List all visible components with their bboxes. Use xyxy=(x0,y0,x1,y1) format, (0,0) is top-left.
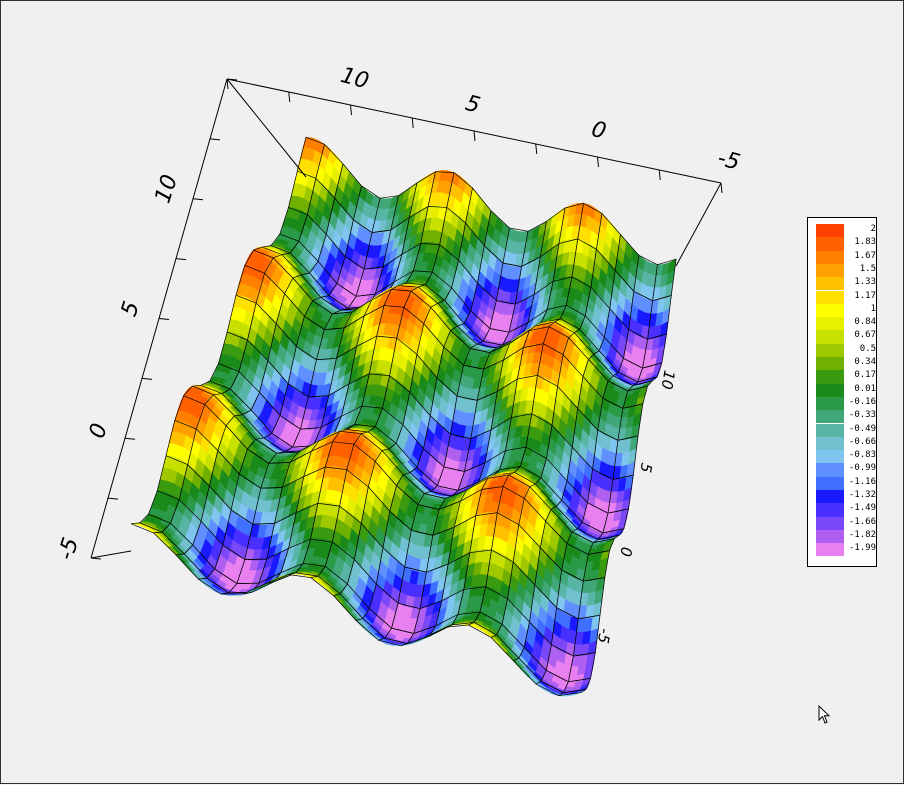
legend-swatch xyxy=(816,503,844,516)
tick-mark xyxy=(125,438,135,439)
legend-swatch xyxy=(816,237,844,250)
z-tick-label: -5 xyxy=(594,627,614,645)
legend-label: 1 xyxy=(871,304,876,315)
tick-mark xyxy=(142,378,152,379)
legend-swatch xyxy=(816,251,844,264)
legend-label: 0.5 xyxy=(860,344,876,355)
x-tick-label: 0 xyxy=(589,117,609,145)
z-tick-label: 0 xyxy=(616,546,635,559)
legend-label: -1.16 xyxy=(849,477,876,488)
legend-label: -1.66 xyxy=(849,517,876,528)
legend-swatch xyxy=(816,477,844,490)
legend-swatch xyxy=(816,330,844,343)
legend-swatch xyxy=(816,530,844,543)
tick-mark xyxy=(210,139,220,140)
legend-label: 0.34 xyxy=(854,357,876,368)
legend-swatch xyxy=(816,437,844,450)
tick-mark xyxy=(598,157,599,167)
legend-label: 1.67 xyxy=(854,251,876,262)
legend-swatch xyxy=(816,344,844,357)
tick-mark xyxy=(176,259,186,260)
legend-label: 0.67 xyxy=(854,330,876,341)
legend-swatch xyxy=(816,370,844,383)
y-tick-label: 5 xyxy=(117,298,145,319)
legend-label: 0.84 xyxy=(854,317,876,328)
x-tick-label: -5 xyxy=(715,146,743,176)
x-tick-label: 5 xyxy=(463,91,483,119)
tick-mark xyxy=(536,144,537,154)
legend-swatch xyxy=(816,450,844,463)
legend-label: 0.01 xyxy=(854,384,876,395)
legend-swatch xyxy=(816,384,844,397)
legend-swatch xyxy=(816,463,844,476)
legend-label: -1.49 xyxy=(849,503,876,514)
tick-mark xyxy=(289,92,290,102)
legend-swatch xyxy=(816,224,844,237)
y-tick-label: 0 xyxy=(85,420,113,441)
legend-swatch xyxy=(816,357,844,370)
legend-label: -0.16 xyxy=(849,397,876,408)
legend-label: 1.5 xyxy=(860,264,876,275)
legend-label: 2 xyxy=(871,224,876,235)
front-edge-line xyxy=(91,551,131,558)
legend-swatch xyxy=(816,264,844,277)
legend-row: -1.99 xyxy=(816,543,878,558)
legend-label: -1.82 xyxy=(849,530,876,541)
tick-mark xyxy=(412,118,413,128)
legend-label: -0.66 xyxy=(849,437,876,448)
legend-swatch xyxy=(816,424,844,437)
legend-label: 0.17 xyxy=(854,370,876,381)
right-edge-line xyxy=(676,183,721,266)
legend-swatch xyxy=(816,277,844,290)
mouse-pointer-icon xyxy=(818,705,832,725)
legend-swatch xyxy=(816,317,844,330)
legend-label: -0.99 xyxy=(849,463,876,474)
tick-mark xyxy=(159,319,169,320)
legend-swatch xyxy=(816,304,844,317)
legend-swatch xyxy=(816,517,844,530)
legend-label: -0.83 xyxy=(849,450,876,461)
legend-swatch xyxy=(816,291,844,304)
legend-label: -0.33 xyxy=(849,410,876,421)
tick-mark xyxy=(659,170,660,180)
legend-swatch xyxy=(816,490,844,503)
tick-mark xyxy=(91,558,101,559)
x-tick-label: 10 xyxy=(338,63,372,94)
legend-label: 1.17 xyxy=(854,291,876,302)
legend-label: 1.33 xyxy=(854,277,876,288)
y-tick-label: -5 xyxy=(54,535,85,564)
legend-label: -0.49 xyxy=(849,424,876,435)
legend-label: -1.99 xyxy=(849,543,876,554)
legend-label: -1.32 xyxy=(849,490,876,501)
legend-swatch xyxy=(816,397,844,410)
tick-mark xyxy=(108,498,118,499)
color-legend: 2 1.83 1.67 1.5 1.33 1.17 1 0.84 0.67 0.5 0.34 0.17… xyxy=(807,217,877,567)
legend-swatch xyxy=(816,543,844,556)
tick-mark xyxy=(227,79,237,80)
tick-mark xyxy=(351,105,352,115)
corner-edge-line xyxy=(227,79,306,177)
z-tick-label: 5 xyxy=(636,462,655,475)
tick-mark xyxy=(721,183,722,193)
tick-mark xyxy=(474,131,475,141)
y-tick-label: 10 xyxy=(151,172,183,206)
z-tick-label: 10 xyxy=(657,369,678,391)
legend-label: 1.83 xyxy=(854,237,876,248)
legend-swatch xyxy=(816,410,844,423)
surface-mesh xyxy=(131,137,676,696)
tick-mark xyxy=(193,199,203,200)
